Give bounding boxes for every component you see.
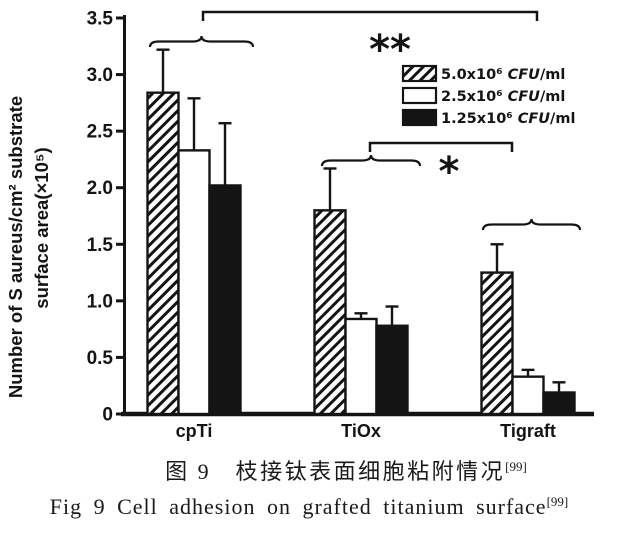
caption-chinese-text: 图 9 枝接钛表面细胞粘附情况: [165, 459, 506, 484]
y-axis-label-line1: Number of S aureus/cm² substrate: [5, 96, 26, 398]
y-tick-label-1.5: 1.5: [87, 235, 114, 256]
bar-Tigraft-white: [511, 375, 545, 416]
figure-caption: 图 9 枝接钛表面细胞粘附情况[99] Fig 9 Cell adhesion …: [0, 454, 618, 520]
x-category-label-TiOx: TiOx: [341, 421, 381, 441]
caption-chinese-reference: [99]: [505, 459, 527, 474]
y-tick-label-2.5: 2.5: [87, 122, 114, 143]
bar-TiOx-white: [344, 317, 378, 416]
y-axis-label-line2: surface area(×10⁵): [31, 147, 52, 308]
group-brace-Tigraft: [481, 218, 582, 231]
bar-cpTi-white: [177, 149, 211, 416]
group-brace-TiOx: [320, 154, 422, 167]
legend-label-black: 1.25x10⁶ CFU/ml: [441, 111, 575, 127]
bar-cpTi-hatched: [146, 91, 180, 416]
bar-TiOx-black: [375, 324, 409, 416]
bar-Tigraft-black: [542, 391, 576, 416]
significance-label-TiOx-Tigraft: *: [439, 149, 460, 195]
bar-chart-canvas: 0 0.5 1.0 1.5 2.0 2.5 3.0 3.5 cpTi TiOx Tigraft 5.0…: [5, 9, 594, 441]
significance-label-cpTi-Tigraft: **: [369, 27, 411, 73]
x-category-label-cpTi: cpTi: [176, 421, 213, 441]
y-tick-label-2.0: 2.0: [87, 178, 113, 199]
bar-cpTi-black: [208, 184, 242, 416]
x-category-label-Tigraft: Tigraft: [500, 421, 556, 441]
bar-TiOx-hatched: [313, 209, 347, 416]
significance-bracket-cpTi-Tigraft: [201, 10, 539, 21]
group-brace-cpTi: [148, 35, 255, 48]
legend-swatch-black: [401, 108, 438, 127]
y-tick-label-0: 0: [102, 405, 113, 426]
legend-swatch-white: [401, 86, 438, 105]
bar-Tigraft-hatched: [480, 271, 514, 416]
caption-english-text: Fig 9 Cell adhesion on grafted titanium …: [49, 494, 547, 519]
legend-swatch-hatched: [401, 64, 438, 83]
legend-label-hatched: 5.0x10⁶ CFU/ml: [441, 67, 565, 83]
caption-english-reference: [99]: [546, 494, 569, 509]
caption-chinese: 图 9 枝接钛表面细胞粘附情况[99]: [37, 454, 618, 486]
y-tick-label-3.0: 3.0: [87, 65, 113, 86]
y-tick-label-0.5: 0.5: [87, 348, 114, 369]
y-tick-label-3.5: 3.5: [87, 9, 114, 30]
significance-bracket-TiOx-Tigraft: [368, 141, 514, 152]
caption-english: Fig 9 Cell adhesion on grafted titanium …: [0, 494, 618, 520]
y-tick-label-1.0: 1.0: [87, 291, 113, 312]
legend-label-white: 2.5x10⁶ CFU/ml: [441, 89, 565, 105]
